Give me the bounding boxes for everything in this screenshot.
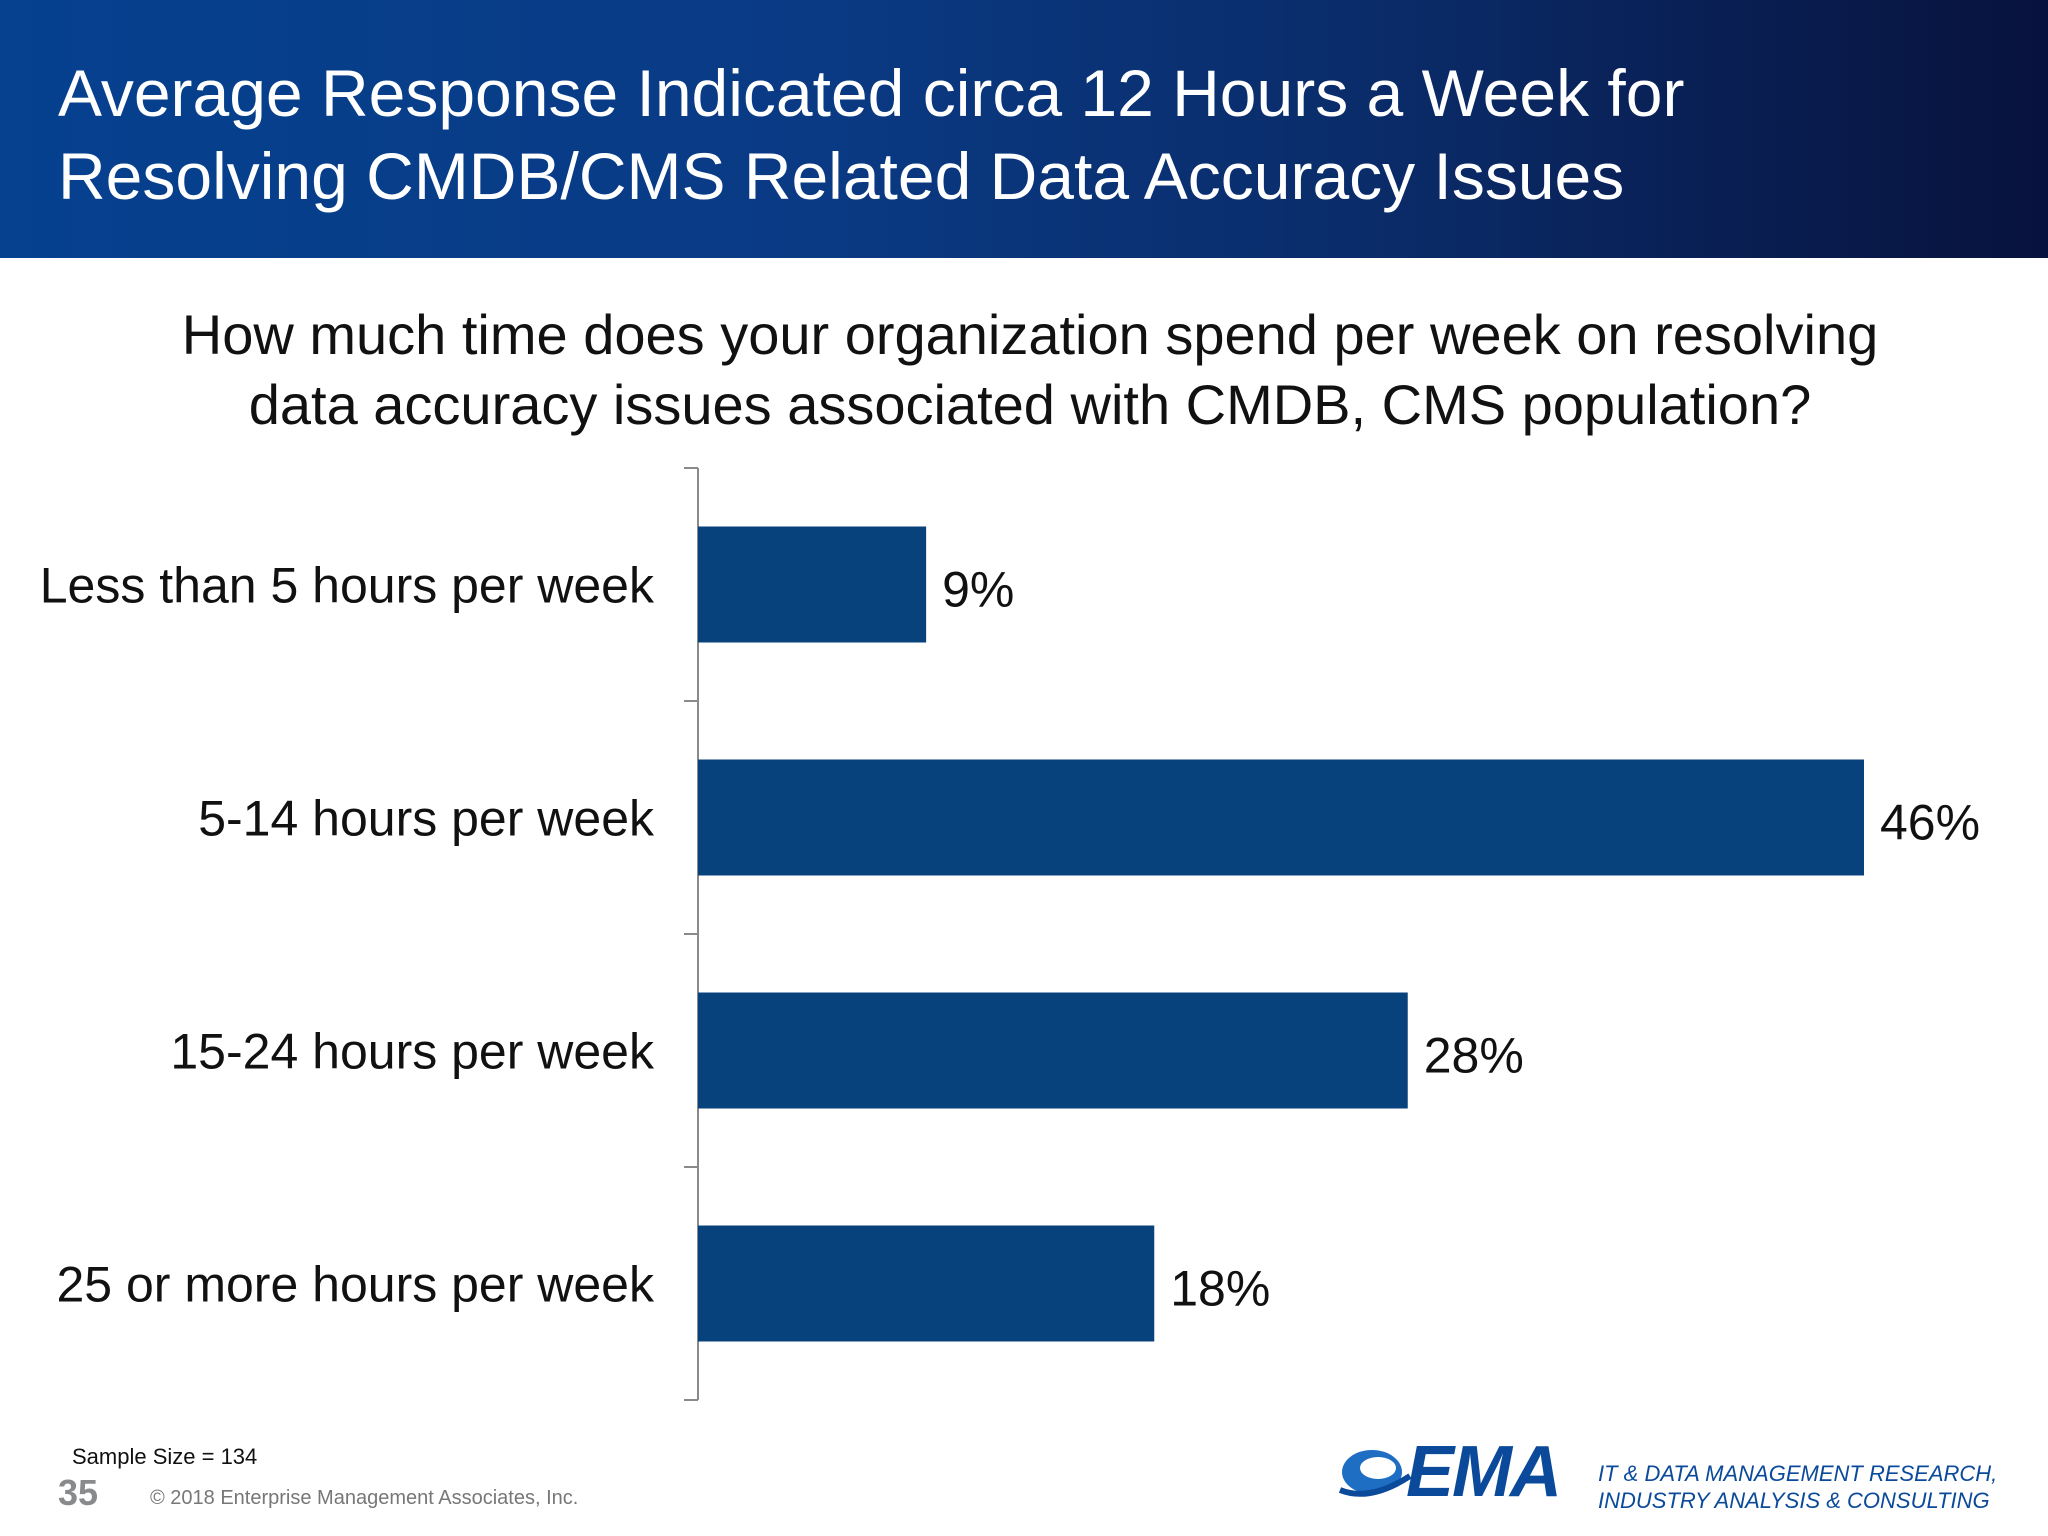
page-title: Average Response Indicated circa 12 Hour… <box>58 52 1958 218</box>
question-line-1: How much time does your organization spe… <box>181 303 1879 366</box>
bar-1 <box>698 526 927 643</box>
bar-3 <box>698 992 1408 1109</box>
data-label: 28% <box>1424 1028 1524 1084</box>
category-label: 25 or more hours per week <box>56 1257 655 1313</box>
tagline-line-2: INDUSTRY ANALYSIS & CONSULTING <box>1598 1488 1990 1513</box>
bar-4 <box>698 1225 1155 1342</box>
question-line-2: data accuracy issues associated with CMD… <box>248 373 1812 436</box>
ema-swoosh-icon <box>1338 1450 1412 1497</box>
data-label: 18% <box>1170 1261 1270 1317</box>
page-number: 35 <box>58 1472 99 1513</box>
sample-size: Sample Size = 134 <box>72 1444 258 1469</box>
ema-logo: EMA <box>1330 1432 1570 1512</box>
chart-question: How much time does your organization spe… <box>160 300 1900 440</box>
title-line-1: Average Response Indicated circa 12 Hour… <box>58 56 1685 130</box>
data-label: 9% <box>942 562 1014 618</box>
data-label: 46% <box>1880 795 1980 851</box>
category-label: 15-24 hours per week <box>170 1024 655 1080</box>
copyright: © 2018 Enterprise Management Associates,… <box>150 1487 579 1509</box>
tagline: IT & DATA MANAGEMENT RESEARCH, INDUSTRY … <box>1598 1460 2038 1514</box>
category-label: 5-14 hours per week <box>198 791 655 847</box>
title-line-2: Resolving CMDB/CMS Related Data Accuracy… <box>58 139 1625 213</box>
ema-logo-text: EMA <box>1406 1432 1562 1512</box>
header-banner: Average Response Indicated circa 12 Hour… <box>0 0 2048 258</box>
bar-2 <box>698 759 1864 876</box>
category-label: Less than 5 hours per week <box>40 558 655 614</box>
tagline-line-1: IT & DATA MANAGEMENT RESEARCH, <box>1598 1461 1998 1486</box>
